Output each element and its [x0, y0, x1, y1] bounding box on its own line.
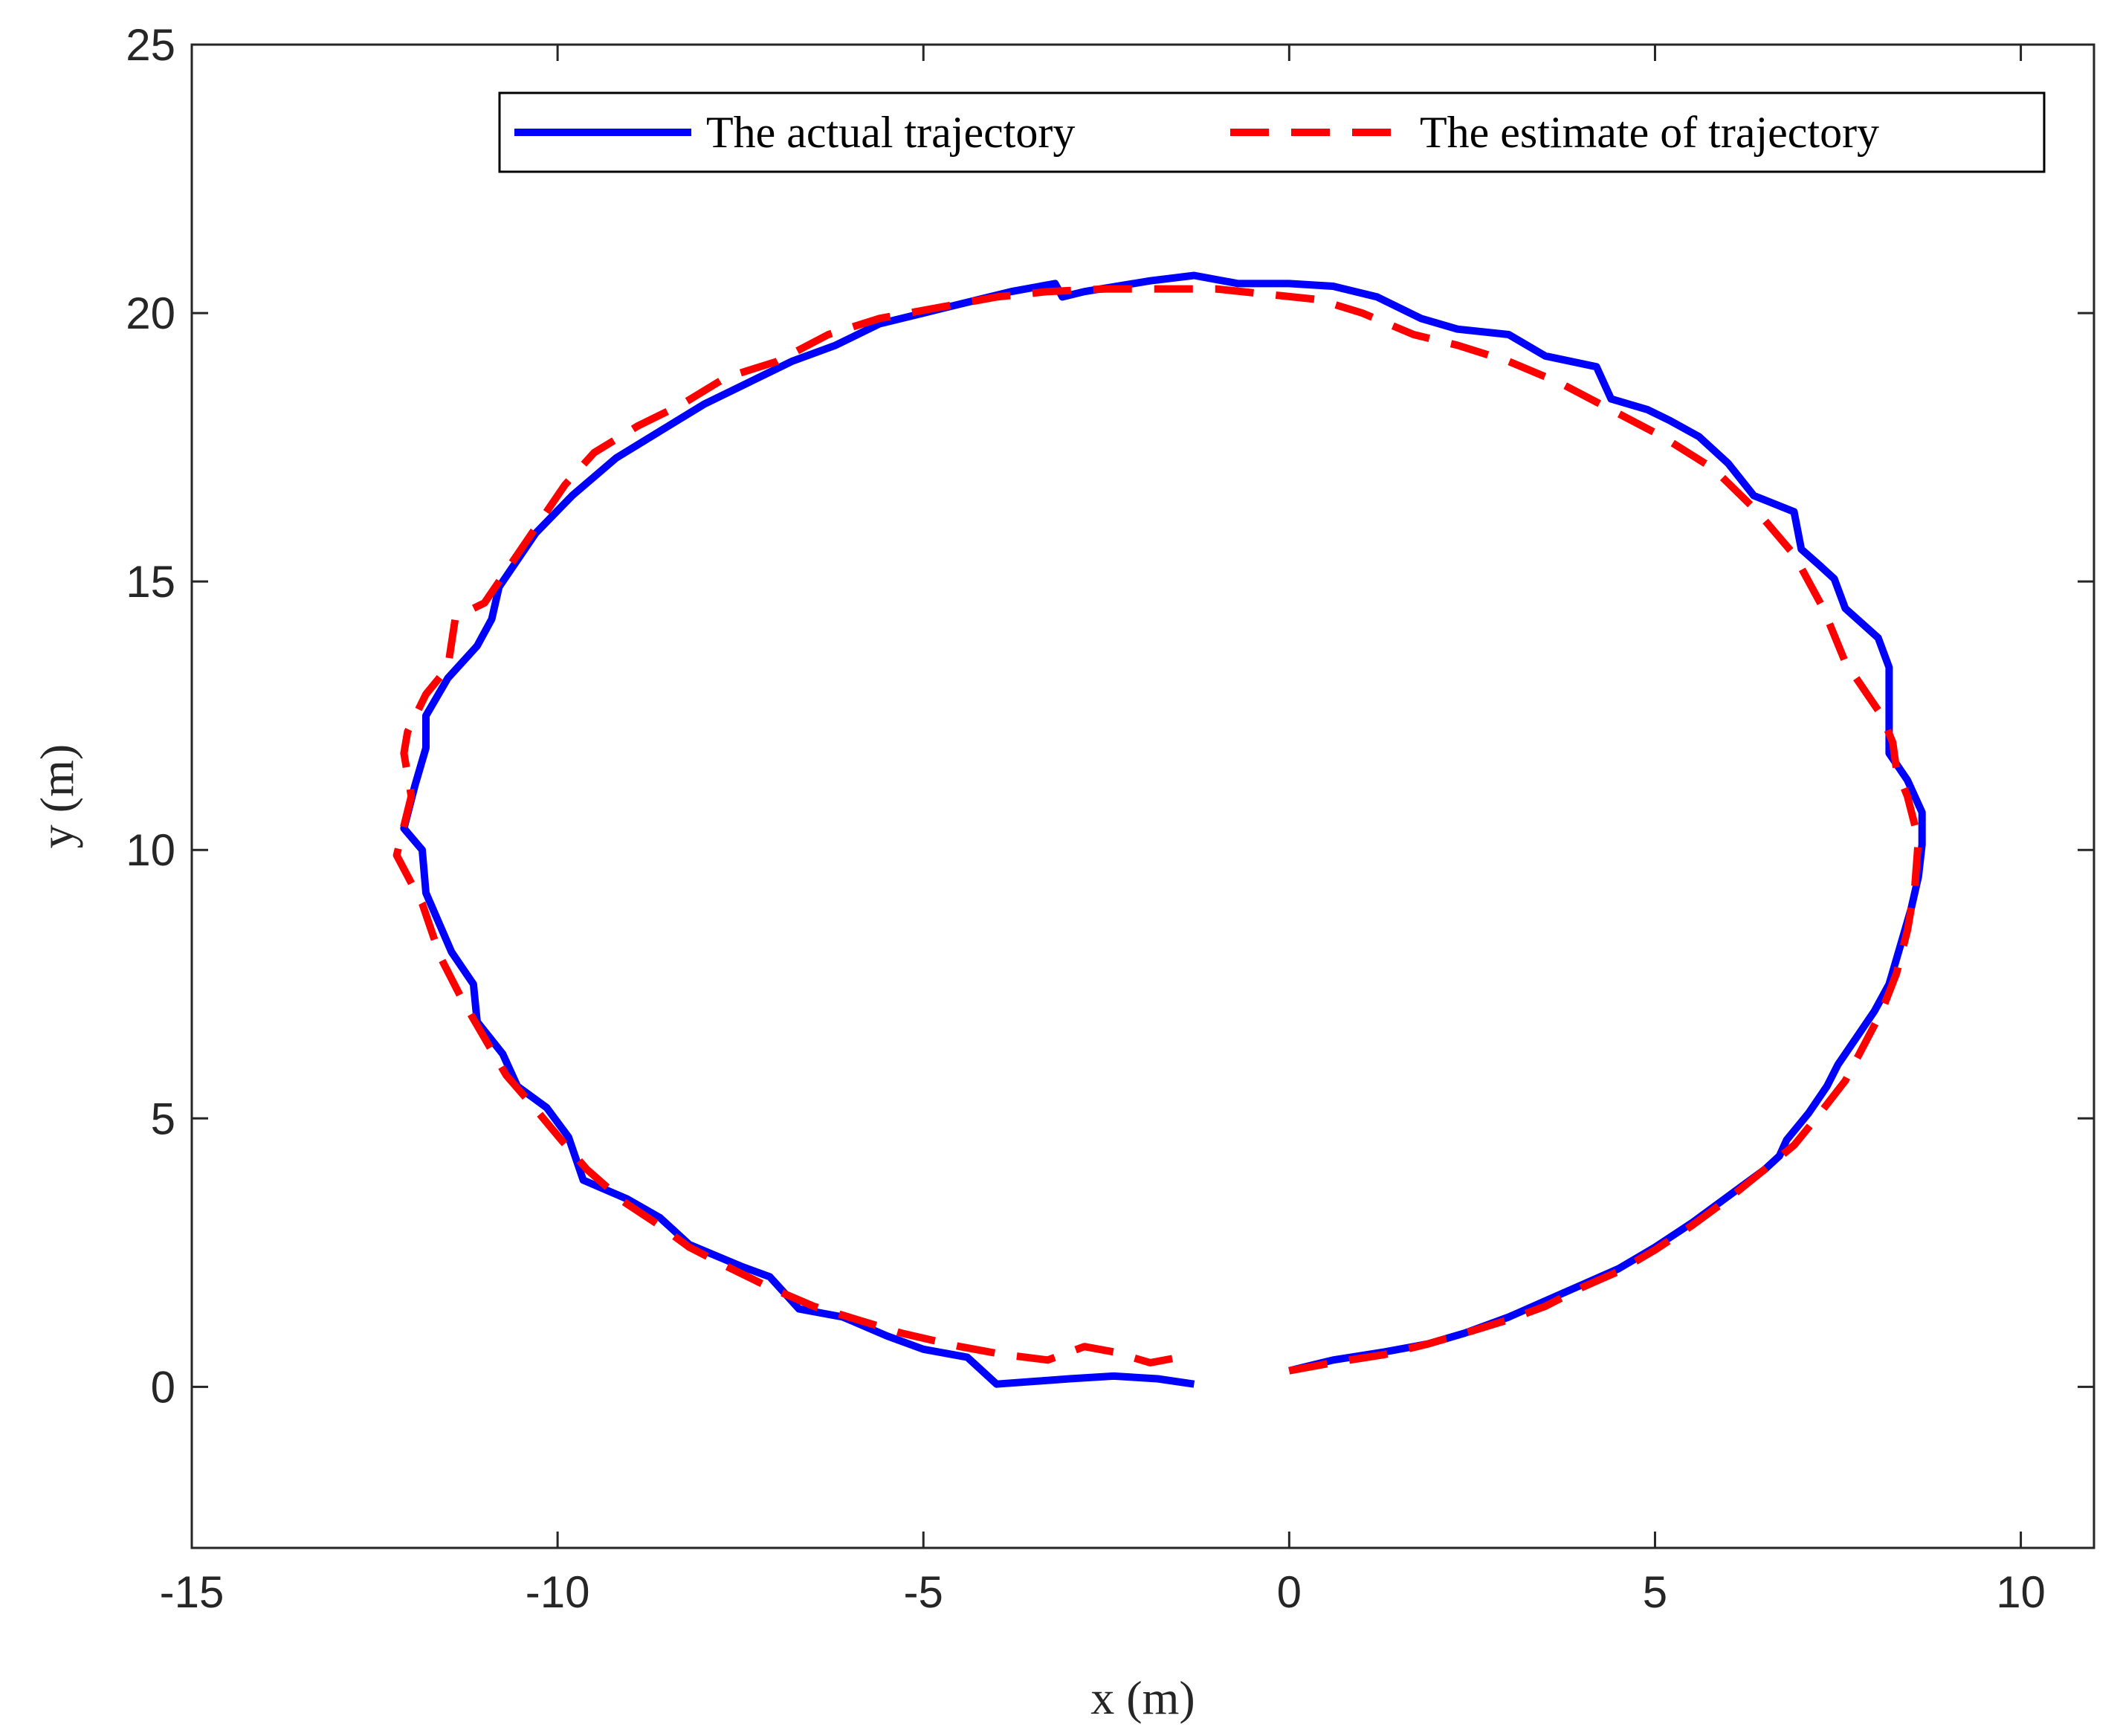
y-tick-label: 25	[126, 20, 175, 70]
legend-label-estimate: The estimate of trajectory	[1420, 108, 1879, 157]
series-line-estimate	[392, 285, 1922, 1375]
series-group	[392, 271, 1926, 1388]
legend: The actual trajectory The estimate of tr…	[498, 91, 2046, 173]
x-axis-label: x (m)	[1090, 1671, 1195, 1724]
x-tick-label: -5	[904, 1567, 943, 1617]
y-tick-label: 10	[126, 825, 175, 875]
y-tick-label: 0	[151, 1362, 175, 1412]
x-tick-label: -10	[526, 1567, 590, 1617]
y-axis-label: y (m)	[30, 744, 83, 848]
x-tick-label: 5	[1643, 1567, 1667, 1617]
plot-background	[192, 45, 2094, 1548]
y-tick-label: 20	[126, 288, 175, 338]
x-tick-label: 0	[1277, 1567, 1302, 1617]
y-tick-label: 5	[151, 1094, 175, 1143]
legend-label-actual: The actual trajectory	[706, 108, 1075, 157]
axes-frame	[190, 43, 2095, 1549]
y-tick-label: 15	[126, 557, 175, 607]
series-line-actual	[400, 271, 1926, 1388]
legend-box	[498, 91, 2046, 173]
x-tick-label: 10	[1996, 1567, 2046, 1617]
axes: -15 -10 -5 0 5 10 0 5 10 15 20 25	[126, 20, 2095, 1617]
x-tick-label: -15	[160, 1567, 224, 1617]
plot-area	[192, 45, 2094, 1548]
